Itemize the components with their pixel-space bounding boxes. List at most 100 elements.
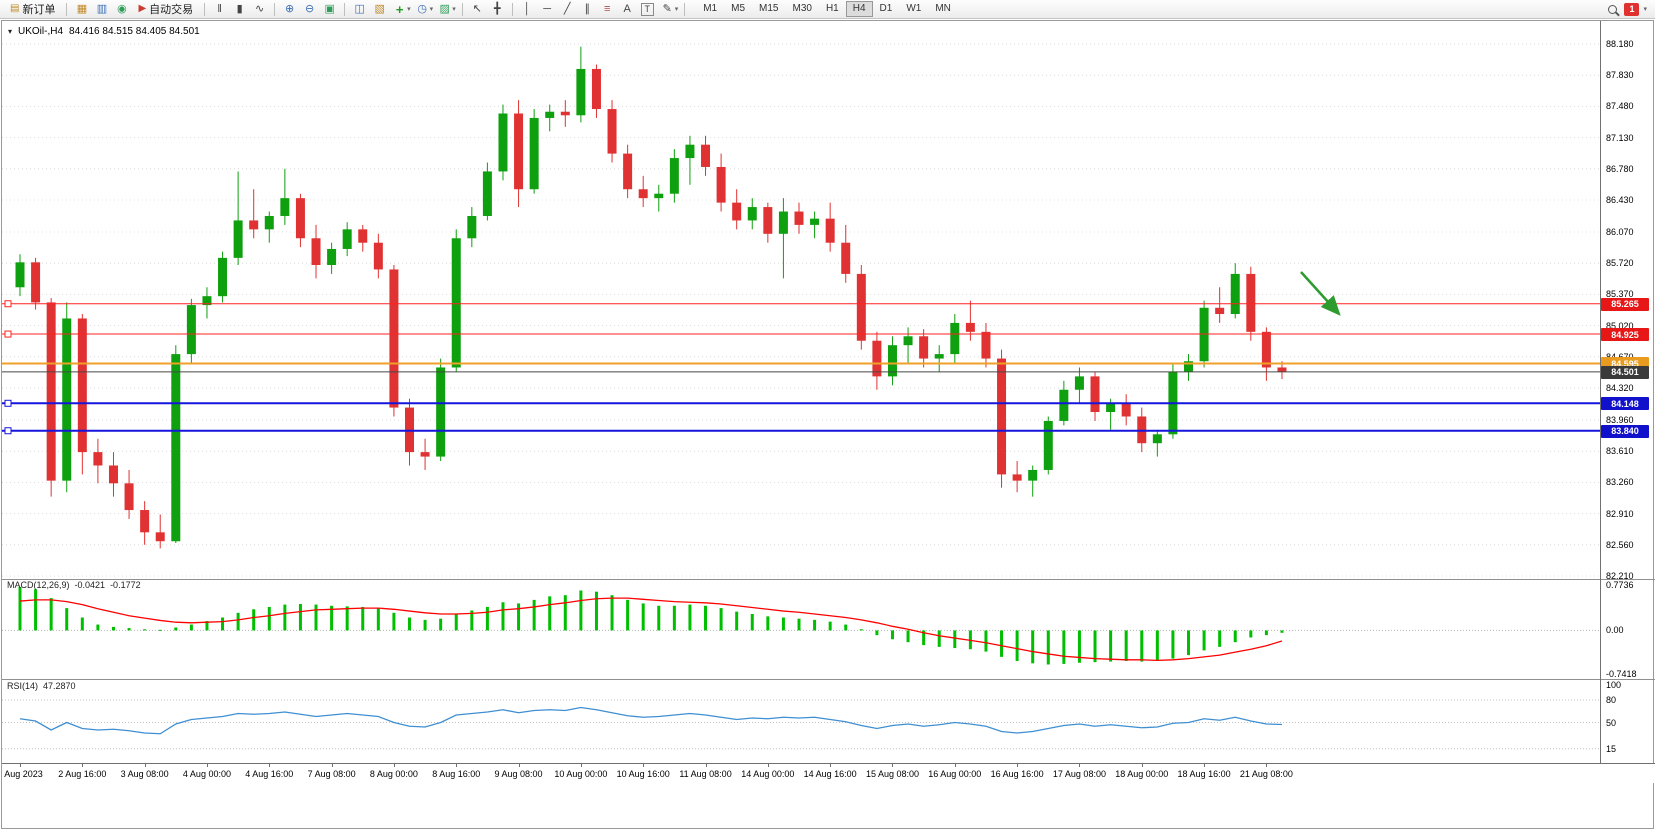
collapse-icon[interactable]: ▾ <box>8 27 13 36</box>
macd-histogram-bar <box>906 630 910 643</box>
notification-badge[interactable]: 1 <box>1624 2 1640 16</box>
pane-separator[interactable] <box>2 679 1655 680</box>
line-anchor[interactable] <box>4 427 12 435</box>
macd-histogram-bar <box>781 617 785 631</box>
vertical-line-icon[interactable]: │ <box>523 2 531 15</box>
macd-histogram-bar <box>1264 630 1268 636</box>
price-scale[interactable]: 88.180 87.830 87.480 87.130 86.780 86.430 86.0… <box>1601 21 1655 763</box>
candle-bearish <box>1121 403 1131 417</box>
chart-window: ▾ UKOil-,H4 84.416 84.515 84.405 84.501 … <box>1 20 1655 829</box>
macd-histogram-bar <box>298 604 302 631</box>
macd-histogram-bar <box>875 630 879 636</box>
time-axis[interactable]: 2 Aug 2023 2 Aug 16:00 3 Aug 08:00 4 Aug 00… <box>2 763 1655 783</box>
price-axis-label: 82.910 <box>1606 508 1634 519</box>
candle-bearish <box>560 111 570 116</box>
rsi-pane[interactable] <box>2 681 1600 763</box>
macd-signal-value: -0.1772 <box>110 580 141 590</box>
charts-icon[interactable]: ▦ <box>76 2 88 15</box>
arrows-icon[interactable]: ✎ <box>662 2 672 15</box>
candle-bullish <box>467 215 477 239</box>
time-axis-label: 2 Aug 16:00 <box>58 769 107 779</box>
market-watch-icon[interactable]: ▥ <box>96 2 108 15</box>
dropdown-caret[interactable]: ▾ <box>429 6 434 13</box>
toolbar-overflow-icon[interactable]: ▾ <box>1643 6 1647 13</box>
zoom-out-icon[interactable]: ⊖ <box>305 2 315 15</box>
time-tick <box>1204 764 1206 767</box>
dropdown-caret[interactable]: ▾ <box>674 6 679 13</box>
candle-bullish <box>327 248 337 265</box>
trendline-icon[interactable]: ╱ <box>563 2 571 15</box>
chart-grid-icon[interactable]: ▧ <box>374 2 385 15</box>
line-anchor[interactable] <box>4 399 12 407</box>
timeframe-h1[interactable]: H1 <box>819 1 846 17</box>
candle-bearish <box>358 229 368 243</box>
zoom-in-icon[interactable]: ⊕ <box>285 2 295 15</box>
time-axis-label: 4 Aug 00:00 <box>182 769 231 779</box>
candle-bearish <box>140 510 150 533</box>
timeframe-m30[interactable]: M30 <box>785 1 818 17</box>
timeframe-m1[interactable]: M1 <box>696 1 724 17</box>
annotation-arrow[interactable] <box>1300 271 1341 316</box>
text-icon[interactable]: A <box>623 2 631 15</box>
tile-windows-icon[interactable]: ▣ <box>324 2 335 15</box>
price-chart[interactable] <box>2 23 1600 579</box>
candle-bullish <box>451 238 461 368</box>
time-axis-label: 10 Aug 00:00 <box>554 769 608 779</box>
line-chart-icon[interactable]: ∿ <box>255 2 265 15</box>
macd-scale[interactable]: 0.7736 0.00 -0.7418 <box>1601 580 1655 679</box>
candle-bullish <box>15 262 25 288</box>
fibonacci-icon[interactable]: ≡ <box>603 2 611 15</box>
add-indicator-icon[interactable]: + <box>395 1 404 17</box>
timeframe-w1[interactable]: W1 <box>899 1 928 17</box>
rsi-scale[interactable]: 100 80 50 15 <box>1601 680 1655 763</box>
macd-histogram-bar <box>828 621 832 631</box>
periods-icon[interactable]: ◷ <box>417 2 427 15</box>
time-axis-label: 14 Aug 00:00 <box>741 769 795 779</box>
time-tick <box>331 764 333 767</box>
price-axis-label: 85.720 <box>1606 258 1634 269</box>
dropdown-caret[interactable]: ▾ <box>407 6 411 13</box>
macd-histogram-bar <box>517 603 521 631</box>
new-chart-icon[interactable]: ◫ <box>354 2 365 15</box>
search-icon[interactable] <box>1608 4 1618 14</box>
candlestick-icon[interactable]: ▮ <box>236 2 243 15</box>
pane-separator[interactable] <box>2 579 1655 580</box>
line-anchor[interactable] <box>4 330 12 338</box>
rsi-axis-label: 100 <box>1606 680 1622 690</box>
timeframe-m15[interactable]: M15 <box>752 1 785 17</box>
candle-bullish <box>545 111 555 118</box>
timeframe-mn[interactable]: MN <box>928 1 958 17</box>
timeframe-m5[interactable]: M5 <box>724 1 752 17</box>
timeframe-h4[interactable]: H4 <box>845 1 873 17</box>
candle-bearish <box>794 211 804 225</box>
macd-histogram-bar <box>392 612 396 631</box>
macd-histogram-bar <box>49 598 53 631</box>
auto-trading-button[interactable]: ▶ 自动交易 <box>132 1 199 18</box>
macd-signal-line <box>19 597 1283 662</box>
timeframe-d1[interactable]: D1 <box>873 1 900 17</box>
text-label-icon[interactable]: T <box>640 2 654 16</box>
cursor-icon[interactable]: ↖ <box>472 2 482 15</box>
templates-icon[interactable]: ▨ <box>439 2 450 15</box>
candle-bullish <box>280 198 290 216</box>
dropdown-caret[interactable]: ▾ <box>452 6 456 13</box>
price-level-badge: 84.148 <box>1601 397 1649 411</box>
candle-bullish <box>654 193 664 199</box>
macd-histogram-bar <box>189 624 193 631</box>
macd-pane[interactable] <box>2 581 1600 678</box>
rsi-label: RSI(14) 47.2870 <box>7 681 76 691</box>
navigator-icon[interactable]: ◉ <box>117 2 127 15</box>
new-order-button[interactable]: ▤ 新订单 <box>4 1 61 18</box>
chart-header: ▾ UKOil-,H4 84.416 84.515 84.405 84.501 <box>8 26 200 37</box>
time-axis-label: 14 Aug 16:00 <box>803 769 857 779</box>
price-axis-label: 85.020 <box>1606 320 1634 331</box>
candle-bullish <box>1152 434 1162 444</box>
macd-histogram-bar <box>314 604 318 631</box>
time-axis-label: 4 Aug 16:00 <box>245 769 294 779</box>
macd-histogram-bar <box>688 604 692 631</box>
line-anchor[interactable] <box>4 300 12 308</box>
horizontal-line-icon[interactable]: ─ <box>543 2 552 15</box>
crosshair-icon[interactable]: ╋ <box>493 2 501 15</box>
bar-chart-icon[interactable]: ‖ <box>217 2 222 15</box>
channel-icon[interactable]: ∥ <box>584 2 590 15</box>
